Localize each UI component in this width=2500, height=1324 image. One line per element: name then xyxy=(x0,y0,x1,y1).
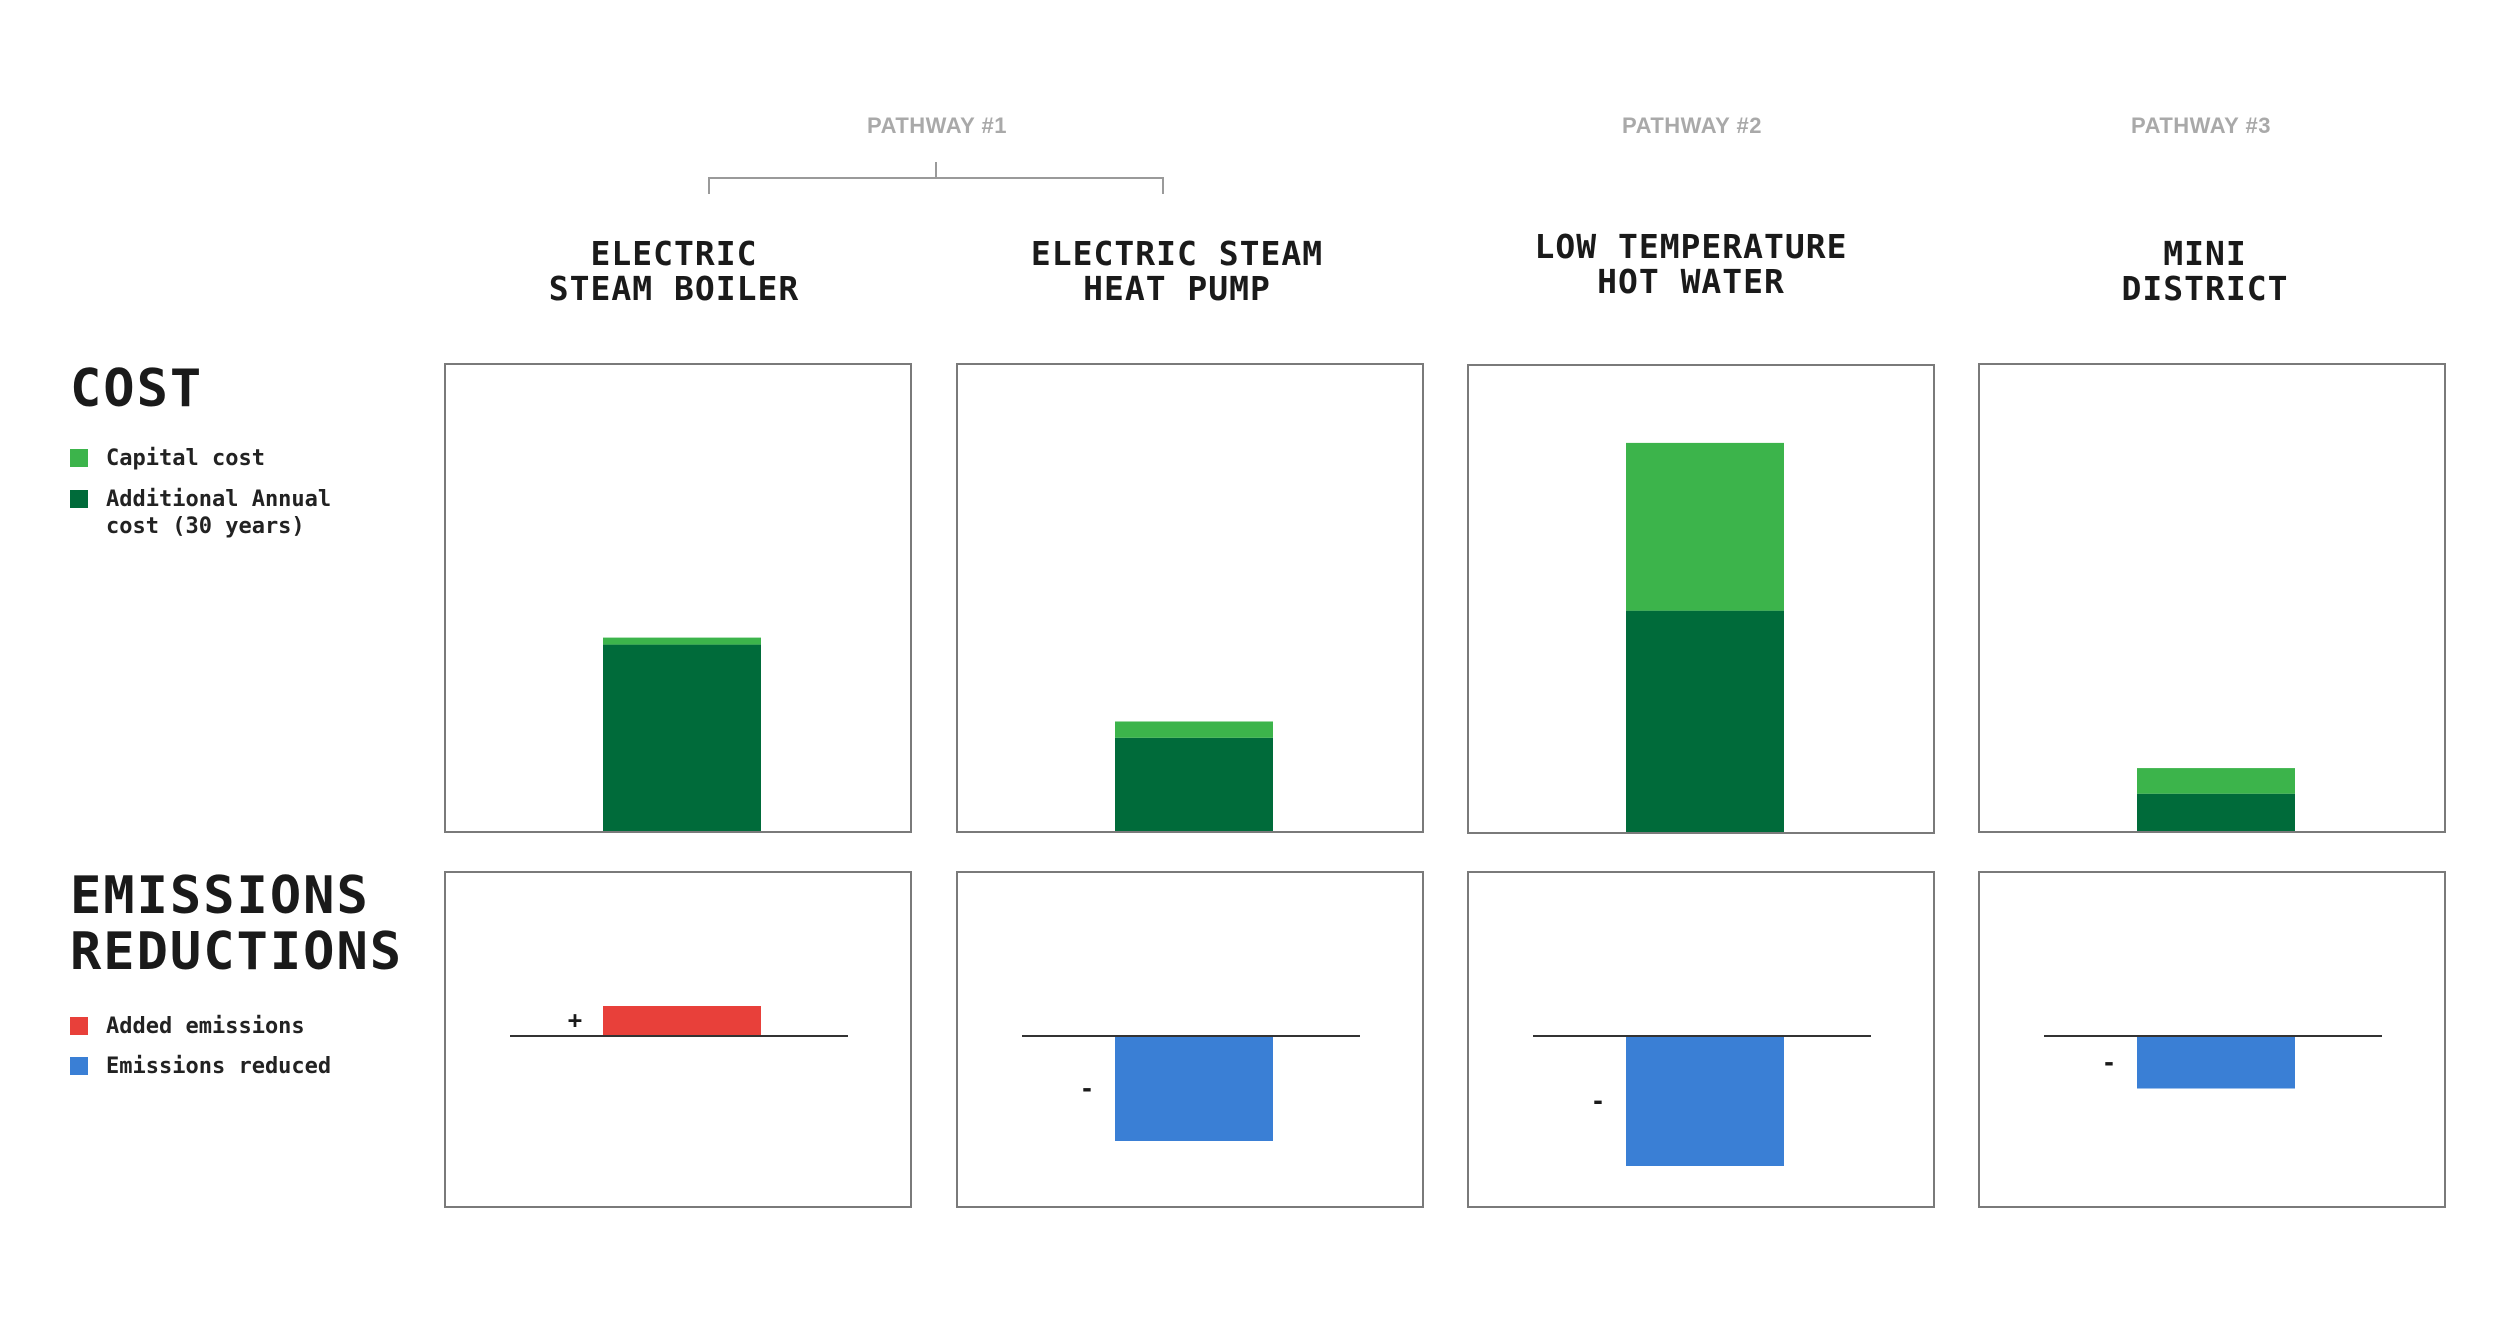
pathway-2-label: PATHWAY #2 xyxy=(1622,113,1762,138)
sign-label-mini-district: - xyxy=(2102,1048,2116,1076)
bar-additional-annual-cost-30-years-electric-steam-heat-pump xyxy=(1115,737,1273,831)
bar-additional-annual-cost-30-years-electric-steam-boiler xyxy=(603,644,761,831)
legend-item-emissions-reduced: Emissions reduced xyxy=(70,1053,386,1080)
emissions-panel-mini-district: - xyxy=(1978,871,2446,1208)
bar-capital-cost-electric-steam-boiler xyxy=(603,637,761,645)
bar-emissions-mini-district xyxy=(2137,1036,2295,1089)
legend-label: Added emissions xyxy=(106,1014,305,1039)
bar-additional-annual-cost-30-years-mini-district xyxy=(2137,793,2295,831)
cost-panel-mini-district xyxy=(1978,363,2446,833)
column-title-mini-district: MINI DISTRICT xyxy=(2121,234,2289,308)
column-title-electric-steam-boiler: ELECTRIC STEAM BOILER xyxy=(548,234,800,308)
bar-capital-cost-low-temperature-hot-water xyxy=(1626,442,1784,611)
bar-additional-annual-cost-30-years-low-temperature-hot-water xyxy=(1626,610,1784,832)
sign-label-low-temperature-hot-water: - xyxy=(1591,1087,1605,1115)
legend-label: Emissions reduced xyxy=(106,1054,332,1079)
emissions-reduced-swatch xyxy=(70,1057,88,1075)
bar-capital-cost-mini-district xyxy=(2137,768,2295,794)
emissions-legend: Added emissions Emissions reduced xyxy=(70,1013,386,1080)
sign-label-electric-steam-boiler: + xyxy=(568,1006,582,1034)
legend-label: Capital cost xyxy=(106,446,265,471)
pathway-3-label: PATHWAY #3 xyxy=(2131,113,2271,138)
emissions-panel-electric-steam-boiler: + xyxy=(444,871,912,1208)
pathway-1-bracket xyxy=(708,162,1164,194)
legend-item-added-emissions: Added emissions xyxy=(70,1013,386,1040)
capital-cost-swatch xyxy=(70,449,88,467)
cost-legend: Capital cost Additional Annual cost (30 … xyxy=(70,445,386,540)
column-title-low-temperature-hot-water: LOW TEMPERATURE HOT WATER xyxy=(1534,227,1848,301)
legend-item-capital-cost: Capital cost xyxy=(70,445,386,472)
emissions-panel-low-temperature-hot-water: - xyxy=(1467,871,1935,1208)
pathway-1-label: PATHWAY #1 xyxy=(867,113,1007,138)
bar-emissions-low-temperature-hot-water xyxy=(1626,1036,1784,1166)
bar-capital-cost-electric-steam-heat-pump xyxy=(1115,721,1273,738)
emissions-panel-electric-steam-heat-pump: - xyxy=(956,871,1424,1208)
sign-label-electric-steam-heat-pump: - xyxy=(1080,1075,1094,1103)
cost-panel-electric-steam-heat-pump xyxy=(956,363,1424,833)
legend-label: Additional Annual cost (30 years) xyxy=(106,487,332,539)
cost-panel-low-temperature-hot-water xyxy=(1467,364,1935,834)
emissions-section-title: EMISSIONS REDUCTIONS xyxy=(70,866,404,982)
cost-panel-electric-steam-boiler xyxy=(444,363,912,833)
bar-emissions-electric-steam-heat-pump xyxy=(1115,1036,1273,1141)
added-emissions-swatch xyxy=(70,1017,88,1035)
annual-cost-swatch xyxy=(70,490,88,508)
cost-section-title: COST xyxy=(70,359,204,419)
legend-item-annual-cost: Additional Annual cost (30 years) xyxy=(70,486,386,540)
bar-emissions-electric-steam-boiler xyxy=(603,1006,761,1036)
column-title-electric-steam-heat-pump: ELECTRIC STEAM HEAT PUMP xyxy=(1030,234,1324,308)
